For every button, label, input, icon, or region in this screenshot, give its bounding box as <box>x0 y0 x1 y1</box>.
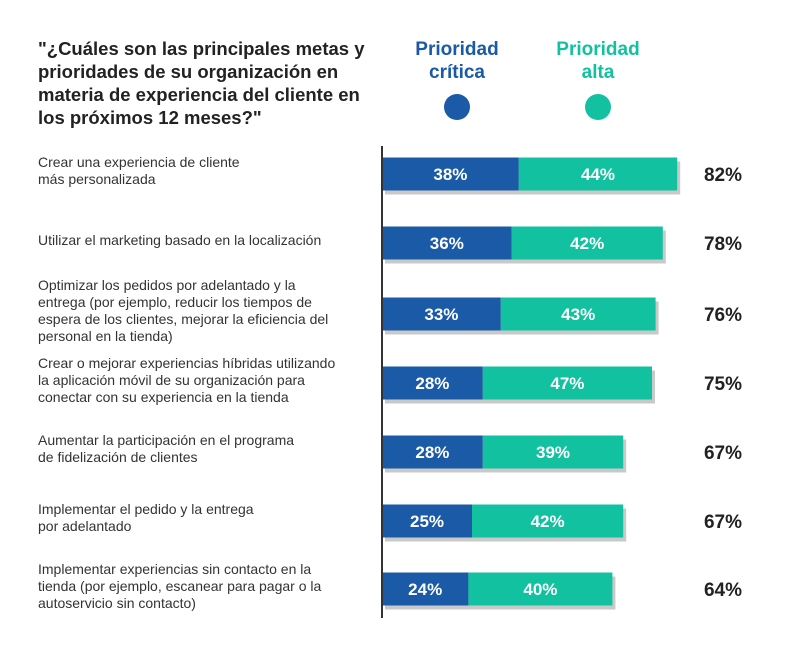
bar-alta <box>518 157 678 191</box>
legend-label-alta: Prioridad alta <box>538 38 658 84</box>
category-label: Implementar el pedido y la entrega por ad… <box>38 501 368 535</box>
bar-alta <box>468 572 613 606</box>
bar-alta <box>482 435 624 469</box>
bar-alta <box>482 366 652 400</box>
total-label: 76% <box>704 305 742 326</box>
data-label-alta: 42% <box>570 234 604 253</box>
data-label-critica: 28% <box>415 443 449 462</box>
category-label-line: Aumentar la participación en el programa <box>38 432 295 448</box>
category-label: Optimizar los pedidos por adelantado y l… <box>38 277 368 345</box>
category-label-line: más personalizada <box>38 171 156 187</box>
category-label-line: conectar con su experiencia en la tienda <box>38 388 289 405</box>
data-label-critica: 28% <box>415 374 449 393</box>
legend-label-critica-line1: Prioridad <box>415 39 499 60</box>
category-label: Crear o mejorar experiencias híbridas ut… <box>38 355 368 406</box>
data-label-alta: 40% <box>523 580 557 599</box>
legend-label-alta-line1: Prioridad <box>556 39 640 60</box>
category-label-line: Crear o mejorar experiencias híbridas ut… <box>38 354 336 371</box>
category-label-line: Implementar experiencias sin contacto en… <box>38 560 312 577</box>
bar-critica <box>382 297 501 331</box>
bar-critica <box>382 157 519 191</box>
legend-item-alta: Prioridad alta <box>538 38 658 120</box>
data-label-alta: 39% <box>536 443 570 462</box>
category-label-line: Utilizar el marketing basado en la local… <box>38 231 322 248</box>
data-label-critica: 25% <box>410 512 444 531</box>
bar-alta <box>472 504 624 538</box>
total-label: 82% <box>704 165 742 186</box>
total-label: 64% <box>704 580 742 601</box>
total-label: 75% <box>704 374 742 395</box>
category-label-line: Crear una experiencia de cliente <box>38 154 240 170</box>
category-label-line: tienda (por ejemplo, escanear para pagar… <box>38 577 322 594</box>
bar-critica <box>382 226 512 260</box>
data-label-critica: 36% <box>430 234 464 253</box>
chart-title: "¿Cuáles son las principales metas y pri… <box>38 38 365 128</box>
data-label-alta: 47% <box>550 374 584 393</box>
bar-critica <box>382 504 472 538</box>
legend-label-critica: Prioridad crítica <box>397 38 517 84</box>
category-label-line: autoservicio sin contacto) <box>38 594 196 611</box>
data-label-alta: 44% <box>581 165 615 184</box>
category-label: Crear una experiencia de cliente más pers… <box>38 154 368 188</box>
bar-alta <box>500 297 656 331</box>
category-label: Aumentar la participación en el programa… <box>38 432 368 466</box>
category-label: Implementar experiencias sin contacto en… <box>38 561 368 612</box>
category-label-line: Optimizar los pedidos por adelantado y l… <box>38 277 296 293</box>
category-label-line: por adelantado <box>38 518 132 534</box>
data-label-critica: 38% <box>433 165 467 184</box>
bar-alta <box>511 226 663 260</box>
category-label-line: espera de los clientes, mejorar la efici… <box>38 311 329 327</box>
legend-label-alta-line2: alta <box>581 62 615 83</box>
category-label-line: entrega (por ejemplo, reducir los tiempo… <box>38 294 312 310</box>
category-label: Utilizar el marketing basado en la local… <box>38 232 368 249</box>
total-label: 67% <box>704 512 742 533</box>
data-label-critica: 33% <box>424 305 458 324</box>
category-label-line: de fidelización de clientes <box>38 449 198 465</box>
category-label-line: la aplicación móvil de su organización p… <box>38 371 305 388</box>
category-label-line: personal en la tienda) <box>38 328 173 344</box>
legend-dot-alta <box>585 94 611 120</box>
total-label: 78% <box>704 234 742 255</box>
data-label-alta: 43% <box>561 305 595 324</box>
bar-critica <box>382 435 483 469</box>
total-label: 67% <box>704 443 742 464</box>
category-label-line: Implementar el pedido y la entrega <box>38 501 254 517</box>
legend-label-critica-line2: crítica <box>429 62 485 83</box>
legend-dot-critica <box>444 94 470 120</box>
legend-item-critica: Prioridad crítica <box>397 38 517 120</box>
bar-critica <box>382 572 469 606</box>
data-label-critica: 24% <box>408 580 442 599</box>
bar-critica <box>382 366 483 400</box>
data-label-alta: 42% <box>531 512 565 531</box>
